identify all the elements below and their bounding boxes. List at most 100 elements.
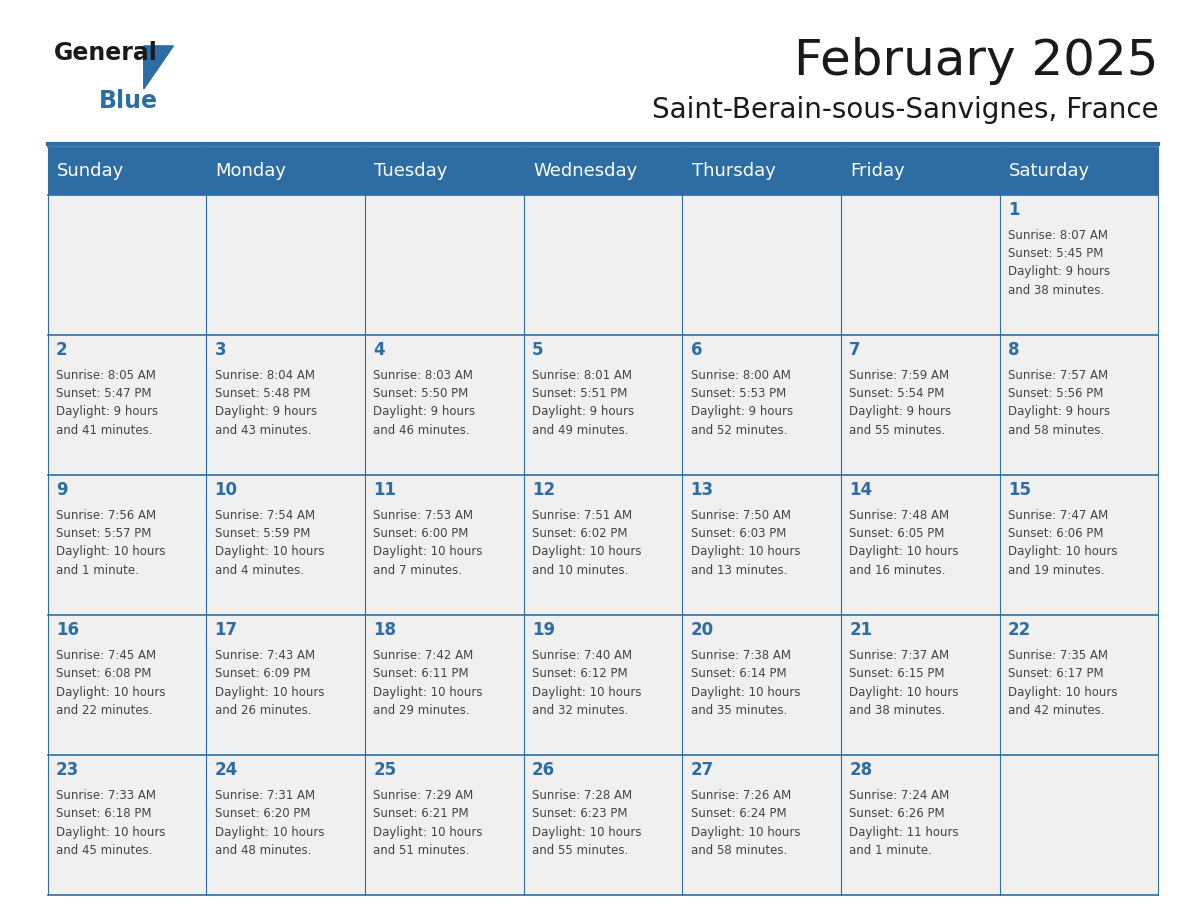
Text: and 48 minutes.: and 48 minutes. xyxy=(215,844,311,857)
Text: and 19 minutes.: and 19 minutes. xyxy=(1007,564,1105,577)
Text: Sunrise: 8:05 AM: Sunrise: 8:05 AM xyxy=(56,369,156,382)
Text: Friday: Friday xyxy=(851,162,905,180)
Text: Sunrise: 7:42 AM: Sunrise: 7:42 AM xyxy=(373,649,474,662)
Bar xyxy=(524,475,682,615)
Bar xyxy=(841,195,999,335)
Text: and 1 minute.: and 1 minute. xyxy=(56,564,139,577)
Bar xyxy=(682,475,841,615)
Text: and 52 minutes.: and 52 minutes. xyxy=(690,424,786,437)
Text: Sunrise: 7:24 AM: Sunrise: 7:24 AM xyxy=(849,789,949,802)
Text: Saturday: Saturday xyxy=(1009,162,1091,180)
Text: Sunset: 5:57 PM: Sunset: 5:57 PM xyxy=(56,527,151,540)
Bar xyxy=(999,475,1158,615)
Bar xyxy=(841,475,999,615)
Text: and 46 minutes.: and 46 minutes. xyxy=(373,424,469,437)
Text: Sunrise: 7:59 AM: Sunrise: 7:59 AM xyxy=(849,369,949,382)
Text: Thursday: Thursday xyxy=(691,162,776,180)
Bar xyxy=(682,615,841,755)
Text: Sunset: 6:17 PM: Sunset: 6:17 PM xyxy=(1007,667,1104,680)
Bar xyxy=(48,475,207,615)
Bar xyxy=(48,615,207,755)
Bar xyxy=(207,335,365,475)
Text: and 7 minutes.: and 7 minutes. xyxy=(373,564,462,577)
Text: and 4 minutes.: and 4 minutes. xyxy=(215,564,303,577)
Text: Sunset: 5:59 PM: Sunset: 5:59 PM xyxy=(215,527,310,540)
Text: Daylight: 10 hours: Daylight: 10 hours xyxy=(373,825,482,839)
Bar xyxy=(999,195,1158,335)
Text: Sunrise: 7:47 AM: Sunrise: 7:47 AM xyxy=(1007,509,1108,521)
Bar xyxy=(48,755,207,895)
Text: Sunset: 6:05 PM: Sunset: 6:05 PM xyxy=(849,527,944,540)
Text: Daylight: 10 hours: Daylight: 10 hours xyxy=(215,545,324,558)
Text: Sunset: 6:12 PM: Sunset: 6:12 PM xyxy=(532,667,627,680)
Text: and 42 minutes.: and 42 minutes. xyxy=(1007,704,1105,717)
Text: Daylight: 9 hours: Daylight: 9 hours xyxy=(532,406,634,419)
Bar xyxy=(999,755,1158,895)
Text: and 41 minutes.: and 41 minutes. xyxy=(56,424,152,437)
Text: Daylight: 10 hours: Daylight: 10 hours xyxy=(532,545,642,558)
Text: Saint-Berain-sous-Sanvignes, France: Saint-Berain-sous-Sanvignes, France xyxy=(652,96,1158,125)
Text: 10: 10 xyxy=(215,481,238,499)
Text: Daylight: 10 hours: Daylight: 10 hours xyxy=(532,686,642,699)
Text: Daylight: 11 hours: Daylight: 11 hours xyxy=(849,825,959,839)
Text: and 35 minutes.: and 35 minutes. xyxy=(690,704,786,717)
Text: Sunset: 6:00 PM: Sunset: 6:00 PM xyxy=(373,527,468,540)
Text: and 16 minutes.: and 16 minutes. xyxy=(849,564,946,577)
Text: and 26 minutes.: and 26 minutes. xyxy=(215,704,311,717)
Text: 7: 7 xyxy=(849,341,861,359)
Text: 11: 11 xyxy=(373,481,397,499)
Bar xyxy=(207,615,365,755)
Text: and 13 minutes.: and 13 minutes. xyxy=(690,564,786,577)
Text: Sunset: 6:18 PM: Sunset: 6:18 PM xyxy=(56,807,151,821)
Text: 8: 8 xyxy=(1007,341,1019,359)
Text: 1: 1 xyxy=(1007,201,1019,219)
Text: Sunset: 6:06 PM: Sunset: 6:06 PM xyxy=(1007,527,1104,540)
Text: 4: 4 xyxy=(373,341,385,359)
Text: Wednesday: Wednesday xyxy=(533,162,637,180)
Text: Sunrise: 7:29 AM: Sunrise: 7:29 AM xyxy=(373,789,474,802)
Text: Blue: Blue xyxy=(99,89,158,113)
Text: Sunrise: 7:56 AM: Sunrise: 7:56 AM xyxy=(56,509,156,521)
Text: February 2025: February 2025 xyxy=(794,37,1158,84)
Text: Daylight: 10 hours: Daylight: 10 hours xyxy=(373,545,482,558)
Bar xyxy=(524,615,682,755)
Text: Sunset: 5:53 PM: Sunset: 5:53 PM xyxy=(690,387,785,400)
Text: Daylight: 10 hours: Daylight: 10 hours xyxy=(1007,545,1118,558)
Text: 18: 18 xyxy=(373,621,397,639)
Text: Sunset: 6:20 PM: Sunset: 6:20 PM xyxy=(215,807,310,821)
Text: 19: 19 xyxy=(532,621,555,639)
Text: Sunrise: 7:38 AM: Sunrise: 7:38 AM xyxy=(690,649,790,662)
Text: Daylight: 10 hours: Daylight: 10 hours xyxy=(215,825,324,839)
Text: Sunrise: 8:03 AM: Sunrise: 8:03 AM xyxy=(373,369,473,382)
Text: Sunset: 6:26 PM: Sunset: 6:26 PM xyxy=(849,807,944,821)
Text: and 45 minutes.: and 45 minutes. xyxy=(56,844,152,857)
Text: Daylight: 10 hours: Daylight: 10 hours xyxy=(690,545,800,558)
Text: Daylight: 10 hours: Daylight: 10 hours xyxy=(56,825,165,839)
Text: and 10 minutes.: and 10 minutes. xyxy=(532,564,628,577)
Text: Daylight: 9 hours: Daylight: 9 hours xyxy=(1007,406,1110,419)
Bar xyxy=(841,335,999,475)
Text: Daylight: 9 hours: Daylight: 9 hours xyxy=(690,406,792,419)
Text: Daylight: 9 hours: Daylight: 9 hours xyxy=(373,406,475,419)
Text: Daylight: 9 hours: Daylight: 9 hours xyxy=(1007,265,1110,278)
Text: 16: 16 xyxy=(56,621,78,639)
Text: Sunrise: 7:54 AM: Sunrise: 7:54 AM xyxy=(215,509,315,521)
Text: 2: 2 xyxy=(56,341,68,359)
Text: 6: 6 xyxy=(690,341,702,359)
Text: Sunset: 5:47 PM: Sunset: 5:47 PM xyxy=(56,387,151,400)
Bar xyxy=(999,615,1158,755)
Text: Sunrise: 8:01 AM: Sunrise: 8:01 AM xyxy=(532,369,632,382)
Text: Sunset: 5:56 PM: Sunset: 5:56 PM xyxy=(1007,387,1104,400)
Text: Sunrise: 7:35 AM: Sunrise: 7:35 AM xyxy=(1007,649,1108,662)
Bar xyxy=(365,475,524,615)
Text: and 58 minutes.: and 58 minutes. xyxy=(1007,424,1104,437)
Text: Sunrise: 7:53 AM: Sunrise: 7:53 AM xyxy=(373,509,473,521)
Bar xyxy=(524,335,682,475)
Text: Daylight: 10 hours: Daylight: 10 hours xyxy=(532,825,642,839)
Text: 9: 9 xyxy=(56,481,68,499)
Text: Daylight: 10 hours: Daylight: 10 hours xyxy=(215,686,324,699)
Text: Sunrise: 8:00 AM: Sunrise: 8:00 AM xyxy=(690,369,790,382)
Text: Sunset: 6:23 PM: Sunset: 6:23 PM xyxy=(532,807,627,821)
Text: Sunset: 5:48 PM: Sunset: 5:48 PM xyxy=(215,387,310,400)
Text: 3: 3 xyxy=(215,341,226,359)
